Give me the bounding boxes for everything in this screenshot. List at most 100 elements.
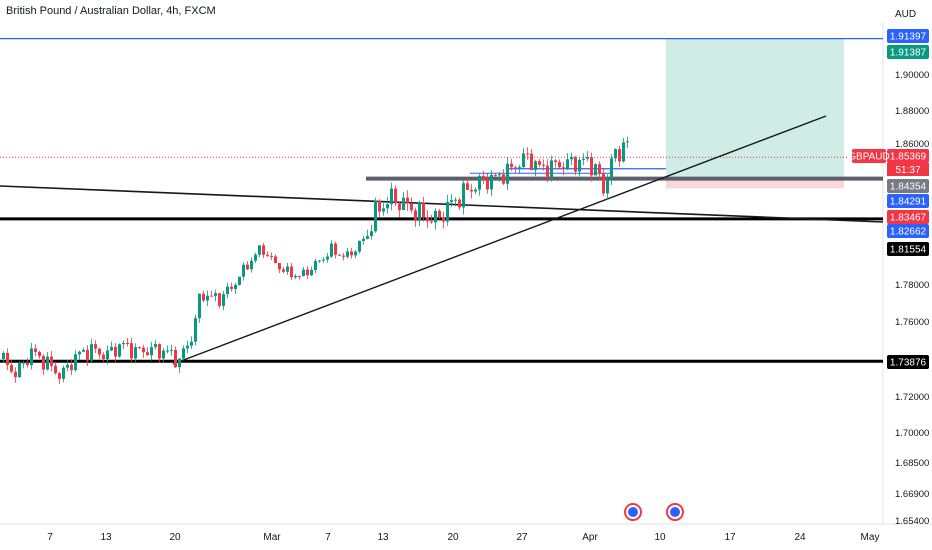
countdown-box	[887, 163, 929, 176]
candle-body	[342, 255, 345, 257]
candle-body	[378, 200, 381, 212]
candle-body	[114, 346, 117, 357]
price-label: 1.83467	[890, 213, 927, 224]
candle-body	[578, 159, 581, 172]
candle-body	[6, 352, 9, 366]
candle-body	[422, 202, 425, 218]
candle-body	[330, 243, 333, 257]
y-tick-label: 1.65400	[895, 516, 929, 527]
candle-body	[394, 188, 397, 204]
x-tick-label: 10	[654, 532, 666, 543]
candle-body	[34, 348, 37, 352]
price-label-box	[887, 149, 929, 163]
candle-body	[314, 260, 317, 270]
candle-body	[202, 293, 205, 301]
candle-body	[78, 351, 81, 355]
candle-body	[102, 354, 105, 360]
price-label-box	[887, 355, 929, 369]
y-tick-label: 1.68500	[895, 458, 929, 469]
candle-body	[242, 264, 245, 277]
candle-body	[598, 164, 601, 174]
candle-body	[254, 254, 257, 261]
x-tick-label: May	[861, 532, 880, 543]
candle-body	[306, 269, 309, 276]
candle-body	[414, 210, 417, 221]
candle-body	[326, 256, 329, 260]
candle-body	[198, 293, 201, 319]
candle-body	[270, 255, 273, 257]
y-tick-label: 1.78000	[895, 280, 929, 291]
price-label-box	[887, 29, 929, 43]
candle-body	[130, 343, 133, 359]
candle-body	[550, 160, 553, 178]
candle-body	[150, 347, 153, 356]
y-tick-label: 1.72000	[895, 392, 929, 403]
candle-body	[354, 251, 357, 256]
x-tick-label: Apr	[582, 532, 598, 543]
candle-body	[170, 349, 173, 351]
y-tick-label: 1.76000	[895, 317, 929, 328]
candle-body	[138, 347, 141, 349]
candle-body	[2, 352, 5, 359]
candle-body	[74, 354, 77, 371]
candle-body	[366, 235, 369, 239]
candle-body	[178, 358, 181, 368]
price-label-box	[887, 194, 929, 208]
x-tick-label: 24	[794, 532, 806, 543]
candle-body	[50, 356, 53, 366]
candle-body	[226, 286, 229, 295]
price-label: 1.85369	[890, 152, 927, 163]
candle-body	[554, 160, 557, 162]
candle-body	[590, 157, 593, 176]
candle-body	[206, 295, 209, 301]
event-flag-icon[interactable]	[628, 507, 638, 517]
candle-body	[14, 371, 17, 378]
candle-body	[318, 260, 321, 262]
candle-body	[458, 199, 461, 208]
candle-body	[434, 210, 437, 223]
candle-body	[498, 174, 501, 176]
candle-body	[126, 342, 129, 344]
candle-body	[602, 173, 605, 194]
y-tick-label: 1.70000	[895, 428, 929, 439]
candle-body	[186, 345, 189, 349]
candle-body	[338, 254, 341, 256]
candle-body	[258, 245, 261, 255]
candle-body	[238, 276, 241, 285]
candle-body	[46, 356, 49, 370]
candle-body	[290, 266, 293, 278]
candle-body	[110, 346, 113, 351]
candle-body	[558, 161, 561, 168]
candle-body	[374, 200, 377, 232]
x-tick-label: 27	[516, 532, 528, 543]
candle-body	[310, 269, 313, 276]
candle-body	[614, 149, 617, 159]
candle-body	[174, 349, 177, 368]
candle-body	[362, 238, 365, 241]
price-label-box	[887, 242, 929, 256]
price-label: 1.81554	[890, 245, 927, 256]
candle-body	[266, 254, 269, 256]
event-flag-icon[interactable]	[670, 507, 680, 517]
descending-trendline	[0, 185, 884, 223]
candle-body	[122, 342, 125, 345]
candle-body	[446, 202, 449, 222]
candle-body	[282, 269, 285, 272]
candle-body	[386, 204, 389, 209]
candle-body	[606, 180, 609, 194]
x-tick-label: 7	[47, 532, 53, 543]
price-label-box	[887, 210, 929, 224]
candle-body	[250, 260, 253, 270]
candle-body	[134, 347, 137, 359]
candle-body	[158, 344, 161, 359]
price-label: 1.84291	[890, 197, 927, 208]
candle-body	[410, 203, 413, 211]
candle-body	[346, 251, 349, 257]
candle-body	[118, 344, 121, 357]
candle-body	[82, 349, 85, 352]
candle-body	[234, 284, 237, 289]
candle-body	[406, 197, 409, 204]
candle-body	[514, 167, 517, 169]
candle-body	[426, 217, 429, 222]
